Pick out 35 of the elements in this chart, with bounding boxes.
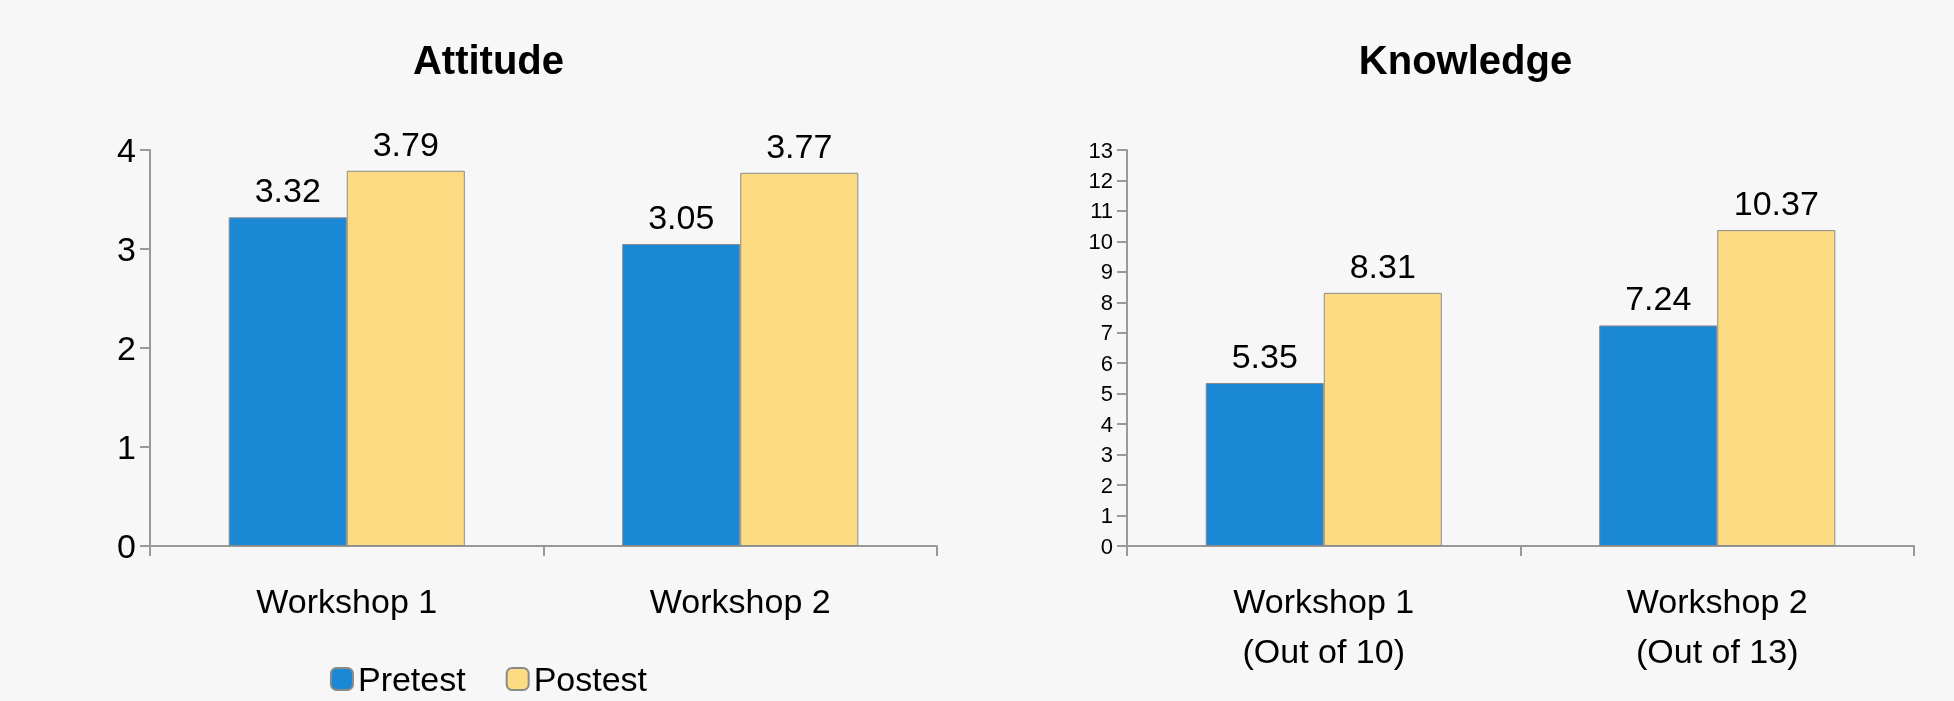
y-tick-label: 9 — [1100, 259, 1113, 285]
chart-title: Knowledge — [1358, 38, 1573, 82]
y-tick-label: 3 — [117, 230, 136, 268]
y-tick-label: 12 — [1088, 167, 1113, 193]
data-label: 10.37 — [1733, 184, 1819, 223]
y-tick-label: 4 — [1100, 411, 1113, 437]
x-tick-label: Workshop 1 (Out of 10) — [1233, 582, 1415, 670]
y-tick-label: 6 — [1100, 350, 1113, 376]
data-label: 3.05 — [648, 198, 715, 237]
data-label: 3.79 — [372, 124, 439, 163]
y-tick-label: 4 — [117, 131, 136, 169]
y-tick-label: 8 — [1100, 289, 1113, 315]
legend-label: Pretest — [357, 660, 467, 698]
y-tick-label: 5 — [1100, 381, 1113, 407]
x-tick-label: Workshop 1 — [256, 582, 438, 620]
y-tick-label: 10 — [1088, 228, 1113, 254]
y-tick-label: 0 — [117, 527, 136, 565]
data-label: 3.77 — [766, 126, 833, 165]
data-label: 3.32 — [254, 171, 321, 210]
chart-title: Attitude — [412, 38, 565, 82]
y-tick-label: 0 — [1100, 533, 1113, 559]
x-tick-label: Workshop 2 (Out of 13) — [1626, 582, 1808, 670]
y-tick-label: 1 — [1100, 503, 1113, 529]
legend-label: Postest — [533, 660, 648, 698]
data-label: 8.31 — [1349, 246, 1416, 285]
data-label: 5.35 — [1231, 337, 1298, 376]
y-tick-label: 7 — [1100, 320, 1113, 346]
y-tick-label: 13 — [1088, 137, 1113, 163]
y-tick-label: 1 — [117, 428, 136, 466]
y-tick-label: 2 — [1100, 472, 1113, 498]
y-tick-label: 3 — [1100, 442, 1113, 468]
y-tick-label: 11 — [1090, 198, 1113, 224]
x-tick-label: Workshop 2 — [649, 582, 831, 620]
data-label: 7.24 — [1625, 279, 1692, 318]
y-tick-label: 2 — [117, 329, 136, 367]
